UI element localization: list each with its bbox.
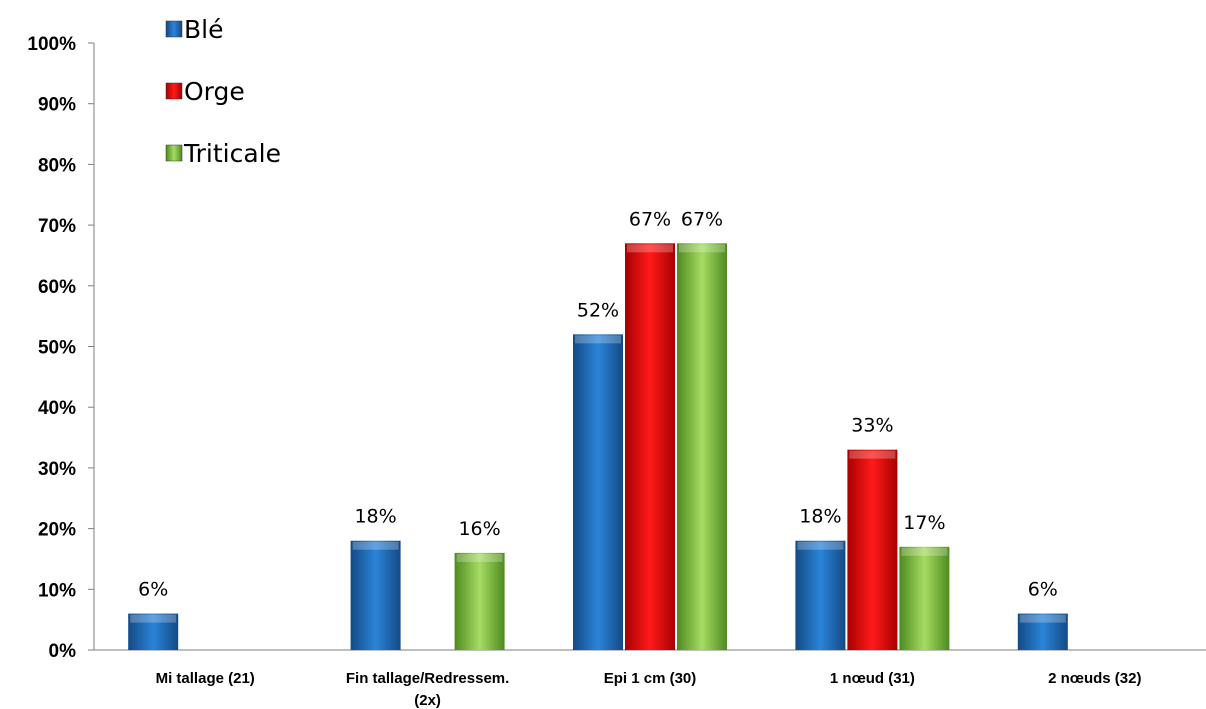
- bar-highlight: [901, 547, 948, 556]
- x-tick-label: 1 nœud (31): [830, 670, 915, 687]
- data-label: 67%: [681, 208, 723, 230]
- bar-orge: [625, 243, 675, 650]
- data-label: 6%: [138, 579, 168, 601]
- y-tick-label: 100%: [27, 34, 76, 55]
- bar-highlight: [849, 450, 896, 459]
- y-tick-label: 20%: [38, 520, 76, 541]
- y-tick-label: 70%: [38, 216, 76, 237]
- y-tick-label: 90%: [38, 95, 76, 116]
- data-label: 18%: [799, 506, 841, 528]
- y-tick-label: 50%: [38, 338, 76, 359]
- bar-triticale: [899, 546, 950, 650]
- legend-swatch: [165, 20, 183, 38]
- legend: Blé Orge Triticale: [165, 15, 281, 168]
- data-label: 18%: [354, 506, 396, 528]
- bar-blé: [573, 334, 623, 650]
- y-tick-label: 10%: [38, 580, 76, 601]
- x-tick-label: Mi tallage (21): [156, 670, 255, 687]
- legend-label: Blé: [184, 15, 223, 44]
- bar-highlight: [797, 541, 844, 550]
- y-tick-label: 30%: [38, 459, 76, 480]
- legend-label: Orge: [184, 77, 245, 106]
- bar-blé: [795, 540, 846, 650]
- y-tick-label: 40%: [38, 398, 76, 419]
- legend-swatch: [165, 82, 183, 100]
- data-label: 16%: [458, 518, 500, 540]
- bar-highlight: [575, 335, 621, 344]
- bar-highlight: [1019, 614, 1066, 623]
- bar-highlight: [627, 244, 673, 253]
- bar-blé: [1017, 613, 1068, 650]
- bar-highlight: [679, 244, 725, 253]
- bar-blé: [350, 540, 401, 650]
- legend-label: Triticale: [183, 139, 281, 168]
- data-labels-layer: 6% 18% 16% 52% 67% 67% 18% 33% 17% 6%: [138, 208, 1058, 600]
- legend-swatch: [165, 144, 183, 162]
- bar-highlight: [130, 614, 177, 623]
- x-tick-label: Fin tallage/Redressem. (2x): [346, 670, 509, 709]
- y-axis-ticks: 0% 10% 20% 30% 40% 50% 60% 70% 80% 90% 100%: [27, 34, 94, 662]
- x-tick-label: 2 nœuds (32): [1048, 670, 1141, 687]
- y-tick-label: 80%: [38, 155, 76, 176]
- bar-orge: [847, 449, 898, 650]
- y-tick-label: 60%: [38, 277, 76, 298]
- data-label: 17%: [903, 512, 945, 534]
- bars-layer: [128, 243, 1068, 650]
- x-tick-label: Epi 1 cm (30): [604, 670, 697, 687]
- bar-highlight: [456, 553, 503, 562]
- bar-highlight: [352, 541, 399, 550]
- data-label: 33%: [851, 415, 893, 437]
- x-axis-ticks: Mi tallage (21) Fin tallage/Redressem. (2x…: [156, 670, 1142, 709]
- bar-triticale: [454, 552, 505, 650]
- y-tick-label: 0%: [49, 641, 77, 662]
- data-label: 6%: [1028, 579, 1058, 601]
- bar-blé: [128, 613, 179, 650]
- bar-triticale: [677, 243, 727, 650]
- data-label: 67%: [629, 208, 671, 230]
- data-label: 52%: [577, 299, 619, 321]
